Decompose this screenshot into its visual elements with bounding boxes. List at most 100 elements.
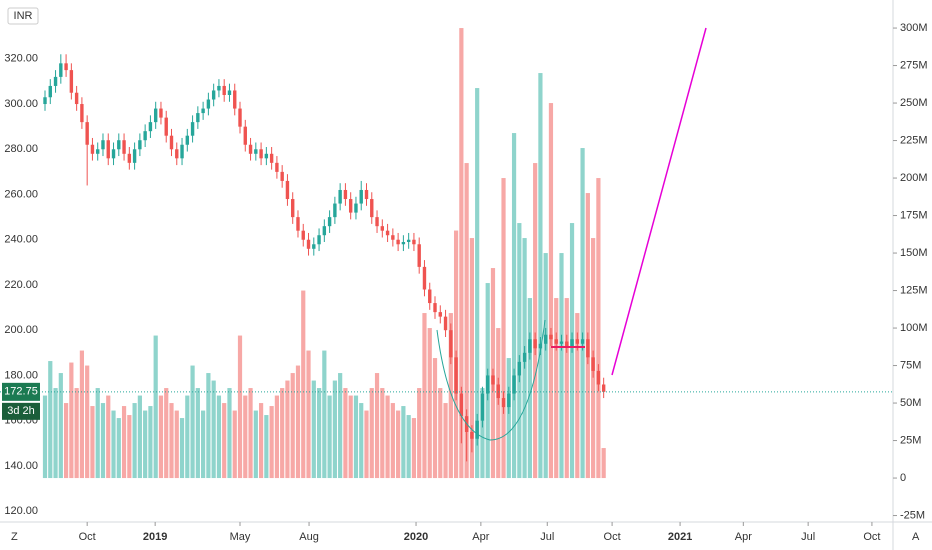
candle-body bbox=[422, 266, 427, 290]
y2-tick-label: 250M bbox=[900, 97, 928, 109]
candle-body bbox=[375, 217, 379, 227]
candle-body bbox=[74, 92, 79, 105]
candle-body bbox=[528, 339, 532, 353]
countdown-badge bbox=[2, 402, 40, 420]
candle-body bbox=[338, 189, 342, 204]
candle-body bbox=[370, 199, 374, 218]
y2-tick-label: 225M bbox=[900, 134, 928, 146]
volume-bar bbox=[190, 365, 195, 479]
candle-body bbox=[285, 180, 290, 200]
x-tick-label: Aug bbox=[299, 531, 319, 543]
volume-bar bbox=[48, 361, 53, 479]
volume-bar bbox=[158, 395, 164, 479]
candle-body bbox=[364, 189, 369, 200]
volume-bar bbox=[306, 350, 311, 479]
candle-body bbox=[80, 104, 84, 123]
volume-bar bbox=[401, 406, 406, 479]
volume-bar bbox=[422, 313, 427, 479]
candle-body bbox=[159, 108, 163, 118]
candle-body bbox=[443, 316, 448, 331]
volume-bar bbox=[559, 253, 564, 479]
volume-bar bbox=[464, 163, 469, 479]
y2-tick-label: 50M bbox=[900, 397, 921, 409]
candle-body bbox=[549, 334, 553, 340]
candle-body bbox=[106, 140, 110, 159]
candle-body bbox=[59, 63, 63, 77]
candle-body bbox=[122, 140, 126, 154]
volume-bar bbox=[543, 253, 548, 479]
volume-bar bbox=[364, 410, 369, 479]
volume-bar bbox=[95, 388, 100, 479]
candle-body bbox=[211, 90, 216, 100]
volume-bar bbox=[527, 298, 532, 479]
candle-body bbox=[496, 384, 500, 399]
volume-bar bbox=[311, 380, 316, 479]
candle-body bbox=[512, 375, 516, 394]
candle-body bbox=[269, 153, 274, 163]
candle-body bbox=[280, 171, 284, 181]
volume-bar bbox=[343, 388, 348, 479]
volume-bar bbox=[243, 395, 248, 479]
candle-body bbox=[175, 149, 179, 159]
volume-bar bbox=[227, 388, 232, 479]
volume-bar bbox=[258, 403, 264, 479]
candle-body bbox=[459, 393, 464, 417]
volume-bar bbox=[511, 133, 517, 479]
countdown-label: 3d 2h bbox=[7, 405, 35, 417]
candle-body bbox=[243, 126, 247, 145]
y-tick-label: 260.00 bbox=[4, 188, 38, 200]
candle-body bbox=[132, 149, 137, 163]
candle-body bbox=[507, 393, 511, 408]
volume-bar bbox=[232, 410, 237, 479]
y2-tick-label: 200M bbox=[900, 172, 928, 184]
candle-body bbox=[238, 108, 242, 127]
candle-body bbox=[438, 312, 442, 317]
volume-bar bbox=[601, 448, 606, 479]
candle-body bbox=[601, 384, 606, 392]
y2-tick-label: 175M bbox=[900, 209, 928, 221]
volume-bar bbox=[554, 298, 559, 479]
candle-body bbox=[591, 357, 595, 371]
y-tick-label: 180.00 bbox=[4, 369, 38, 381]
volume-bar bbox=[369, 388, 374, 479]
y2-tick-label: 300M bbox=[900, 22, 928, 34]
candle-body bbox=[164, 117, 168, 136]
volume-bar bbox=[137, 395, 142, 479]
corner-right[interactable]: A bbox=[912, 531, 920, 543]
volume-bar bbox=[85, 365, 90, 479]
y2-tick-label: 0 bbox=[900, 472, 906, 484]
y-tick-label: 220.00 bbox=[4, 279, 38, 291]
candle-body bbox=[348, 199, 353, 213]
y2-tick-label: 25M bbox=[900, 434, 921, 446]
candle-body bbox=[227, 90, 232, 95]
volume-bar bbox=[274, 395, 280, 479]
candle-body bbox=[480, 393, 485, 421]
candle-body bbox=[101, 140, 105, 150]
volume-bar bbox=[506, 358, 511, 479]
volume-bar bbox=[53, 388, 58, 479]
corner-left[interactable]: Z bbox=[11, 531, 18, 543]
volume-bar bbox=[348, 395, 353, 479]
candle-body bbox=[117, 140, 121, 150]
volume-bar bbox=[501, 178, 506, 479]
x-tick-label: May bbox=[230, 531, 251, 543]
candle-body bbox=[180, 144, 184, 159]
volume-bar bbox=[206, 373, 211, 479]
candle-body bbox=[317, 235, 321, 245]
volume-bar bbox=[390, 403, 395, 479]
volume-bar bbox=[69, 362, 74, 479]
volume-bar bbox=[169, 403, 174, 479]
currency-badge[interactable] bbox=[7, 7, 39, 25]
candle-body bbox=[143, 131, 147, 141]
volume-bar bbox=[427, 328, 432, 479]
volume-layer bbox=[42, 28, 606, 479]
volume-bar bbox=[332, 380, 337, 479]
candle-body bbox=[575, 339, 580, 344]
volume-bar bbox=[121, 406, 127, 479]
y-tick-label: 200.00 bbox=[4, 324, 38, 336]
volume-bar bbox=[359, 403, 364, 479]
candle-body bbox=[153, 108, 158, 123]
trend-line bbox=[611, 27, 707, 376]
volume-bar bbox=[380, 388, 385, 479]
last-price-badge bbox=[2, 382, 40, 401]
